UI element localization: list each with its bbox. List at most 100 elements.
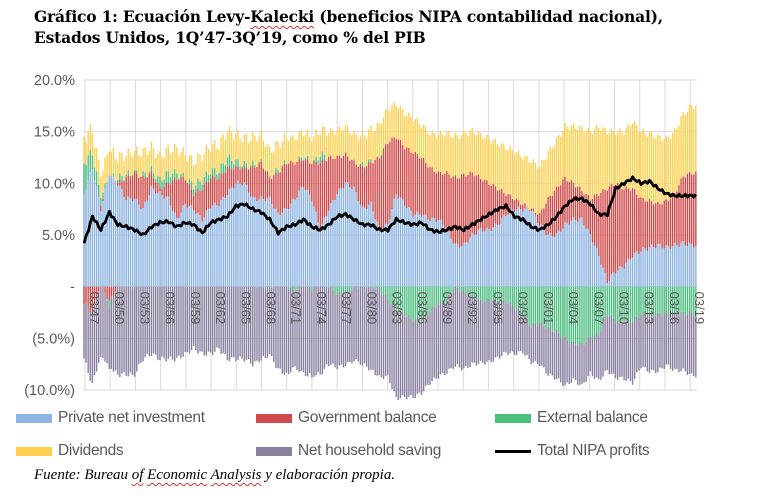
bar-stack [403,115,406,398]
bar-net-household-saving [114,291,117,371]
bar-stack [663,139,665,369]
bar-net-household-saving [674,311,676,369]
bar-private-net-investment [646,250,649,287]
bar-private-net-investment [579,218,581,287]
bar-stack [568,129,570,384]
bar-stack [688,104,691,375]
bar-government-balance [482,181,484,232]
bar-government-balance [460,174,463,247]
bar-external-balance [410,286,412,319]
x-tick-label: 03/74 [314,292,329,325]
bar-external-balance [192,189,195,196]
bar-government-balance [452,176,454,244]
bar-private-net-investment [574,220,577,287]
bar-government-balance [159,187,161,192]
bar-external-balance [290,286,292,288]
bar-external-balance [203,177,205,185]
bar-government-balance [560,185,562,232]
bar-dividends [245,133,248,164]
bar-net-household-saving [420,322,423,395]
bar-government-balance [140,177,142,210]
bar-private-net-investment [431,217,433,287]
bar-external-balance [431,286,433,307]
bar-private-net-investment [271,203,273,287]
bar-stack [230,132,233,358]
bar-external-balance [528,286,530,326]
bar-stack [119,152,121,378]
bar-government-balance [429,167,431,222]
bar-dividends [110,151,113,176]
bar-private-net-investment [610,274,613,287]
bar-net-household-saving [513,309,516,355]
bar-net-household-saving [534,323,537,361]
bar-private-net-investment [365,209,368,287]
bar-stack [576,130,579,385]
bar-stack [220,137,222,354]
bar-stack [416,118,419,394]
bar-external-balance [165,171,167,183]
bar-net-household-saving [209,286,212,353]
bar-government-balance [275,172,277,209]
bar-government-balance [117,183,119,186]
bar-government-balance [494,186,497,224]
bar-dividends [425,126,427,163]
bar-private-net-investment [378,228,381,287]
bar-government-balance [629,190,632,260]
bar-government-balance [330,155,332,204]
bar-stack [361,129,364,366]
bar-stack [610,128,613,374]
bar-government-balance [283,163,286,208]
bar-stack [606,134,608,370]
bar-dividends [152,148,155,174]
bar-external-balance [387,286,389,300]
bar-private-net-investment [190,205,193,287]
bar-private-net-investment [104,188,106,287]
bar-private-net-investment [501,218,503,287]
bar-private-net-investment [346,182,349,287]
bar-private-net-investment [384,223,387,287]
bar-stack [593,128,596,379]
bar-dividends [319,134,321,157]
bar-stack [91,133,94,384]
legend-swatch [16,413,52,423]
bar-stack [140,157,142,363]
bar-government-balance [365,166,368,210]
bar-stack [636,125,638,373]
bar-stack [674,128,676,369]
bar-dividends [456,134,459,179]
bar-net-household-saving [323,286,326,369]
bar-net-household-saving [224,286,227,355]
bar-external-balance [587,286,589,337]
bar-private-net-investment [391,209,393,287]
bar-government-balance [279,172,281,216]
bar-external-balance [665,286,668,311]
bar-external-balance [368,159,370,162]
bar-private-net-investment [614,273,617,287]
bar-dividends [555,137,558,187]
bar-government-balance [530,208,532,212]
bar-dividends [560,136,562,186]
bar-dividends [682,111,684,177]
bar-external-balance [547,286,549,327]
bar-government-balance [553,190,556,238]
bar-private-net-investment [317,222,319,287]
bar-stack [602,127,604,377]
bar-net-household-saving [441,302,444,373]
bar-stack [359,136,362,365]
bar-government-balance [285,164,288,209]
bar-external-balance [437,286,440,305]
bar-external-balance [539,286,541,324]
x-tick-label: 03/71 [289,292,304,325]
bar-net-household-saving [515,309,518,356]
bar-stack [344,124,347,367]
bar-government-balance [646,201,649,251]
bar-external-balance [363,167,366,169]
bar-government-balance [182,176,184,206]
bar-net-household-saving [629,322,632,381]
bar-external-balance [503,286,505,300]
bar-private-net-investment [460,246,463,287]
bar-private-net-investment [458,247,461,287]
bar-net-household-saving [473,299,476,363]
bar-external-balance [562,286,564,339]
bar-stack [323,126,326,369]
